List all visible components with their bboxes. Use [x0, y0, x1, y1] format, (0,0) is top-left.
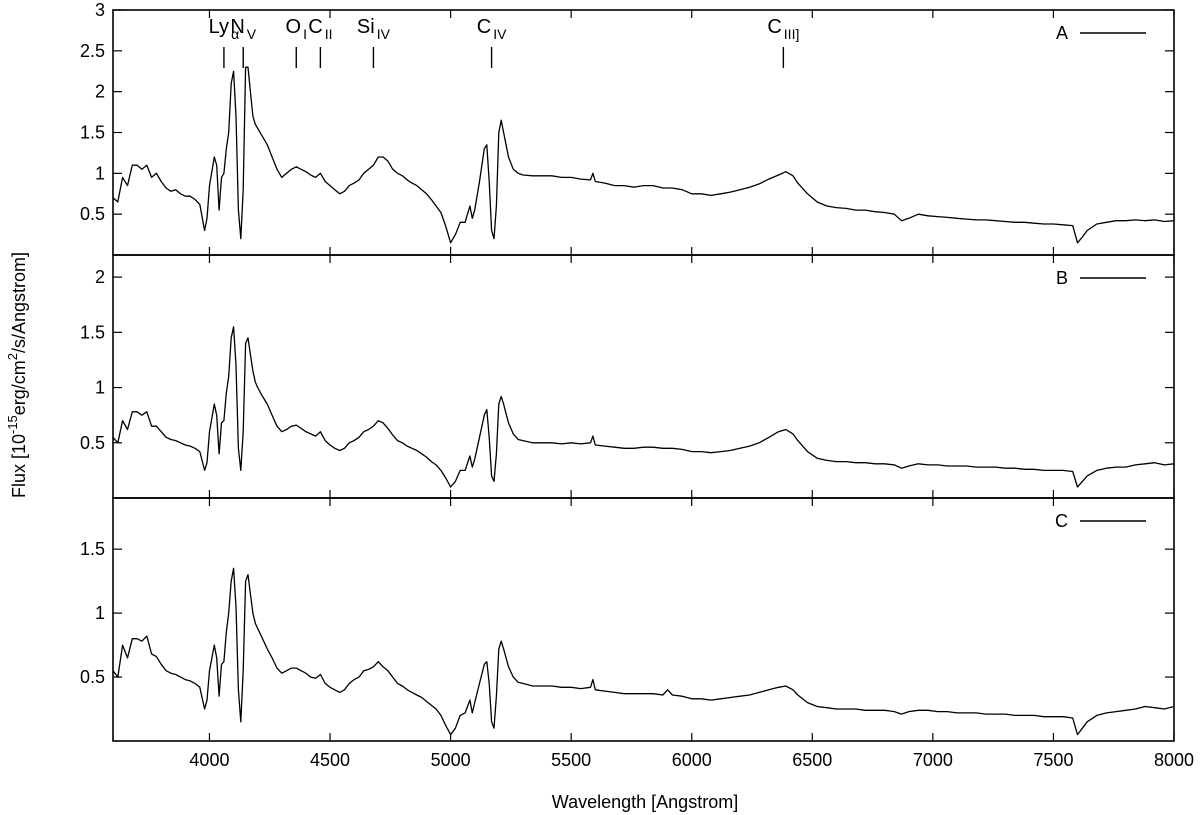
x-tick-label: 7500 — [1033, 750, 1073, 770]
spectrum-line-c — [112, 567, 1175, 736]
legend-b: B — [1056, 268, 1146, 288]
emission-line-element: C — [308, 16, 322, 38]
emission-line-element: O — [286, 16, 302, 38]
y-tick-label: 1 — [95, 378, 105, 398]
panel-b: 0.5 1 1.5 2 B — [80, 254, 1175, 499]
y-axis-title-middle: erg/cm — [9, 360, 29, 415]
emission-line-markers: Ly αN V O I C II Si IV C IV C III] — [209, 16, 799, 68]
emission-line-element: C — [477, 16, 491, 38]
emission-line-element: Si — [357, 16, 375, 38]
emission-line-ion: V — [247, 26, 257, 42]
emission-line-ion: II — [325, 26, 333, 42]
y-tick-label: 0.5 — [80, 204, 105, 224]
y-tick-label: 1.5 — [80, 322, 105, 342]
x-axis: 4000 4500 5000 5500 6000 6500 7000 7500 8000 — [189, 750, 1194, 770]
emission-line-marker: C II — [308, 16, 332, 68]
y-axis-title-suffix: /s/Angstrom] — [9, 252, 29, 353]
y-tick-label: 1 — [95, 603, 105, 623]
emission-line-element: N — [230, 16, 244, 38]
x-tick-label: 5000 — [431, 750, 471, 770]
legend-label: C — [1055, 511, 1068, 531]
y-tick-label: 1.5 — [80, 123, 105, 143]
y-axis-title-exponent-1: -15 — [5, 415, 20, 434]
x-tick-label: 4000 — [189, 750, 229, 770]
legend-c: C — [1055, 511, 1146, 531]
panel-frame — [112, 497, 1175, 742]
y-tick-label: 1 — [95, 163, 105, 183]
x-tick-label: 6000 — [672, 750, 712, 770]
spectrum-line-a — [112, 66, 1175, 244]
emission-line-marker: Ly α — [209, 16, 239, 68]
y-axis-title-exponent-2: 2 — [5, 353, 20, 360]
y-tick-label: 0.5 — [80, 667, 105, 687]
y-tick-label: 1.5 — [80, 539, 105, 559]
x-tick-label: 4500 — [310, 750, 350, 770]
legend-label: B — [1056, 268, 1068, 288]
legend-label: A — [1056, 23, 1068, 43]
x-axis-title: Wavelength [Angstrom] — [552, 792, 738, 812]
panel-c: 0.5 1 1.5 C — [80, 497, 1175, 742]
emission-line-marker: C IV — [477, 16, 507, 68]
emission-line-ion: IV — [493, 26, 507, 42]
x-tick-label: 8000 — [1154, 750, 1194, 770]
y-tick-label: 2.5 — [80, 41, 105, 61]
y-tick-label: 3 — [95, 0, 105, 20]
panel-frame — [112, 9, 1175, 256]
emission-line-label: Si IV — [357, 16, 391, 42]
y-tick-label: 2 — [95, 82, 105, 102]
panels-layer: 0.5 1 1.5 2 2.5 3 A 0.5 1 1.5 2 B 0.5 1 1.5 C — [80, 0, 1175, 742]
legend-a: A — [1056, 23, 1146, 43]
x-tick-label: 7000 — [913, 750, 953, 770]
y-tick-label: 0.5 — [80, 433, 105, 453]
emission-line-label: Ly α — [209, 16, 239, 42]
x-tick-label: 5500 — [551, 750, 591, 770]
emission-line-ion: IV — [377, 26, 391, 42]
emission-line-label: C II — [308, 16, 332, 42]
emission-line-ion: α — [231, 26, 239, 42]
spectrum-line-b — [112, 326, 1175, 488]
emission-line-ion: III] — [784, 26, 800, 42]
emission-line-ion: I — [303, 26, 307, 42]
emission-line-marker: C III] — [767, 16, 799, 68]
emission-line-label: C IV — [477, 16, 507, 42]
x-tick-label: 6500 — [792, 750, 832, 770]
emission-line-marker: Si IV — [357, 16, 391, 68]
y-axis-title-prefix: Flux [10 — [9, 434, 29, 498]
emission-line-element: C — [767, 16, 781, 38]
y-tick-label: 2 — [95, 267, 105, 287]
emission-line-element: Ly — [209, 16, 229, 38]
emission-line-label: C III] — [767, 16, 799, 42]
y-axis-title: Flux [10-15erg/cm2/s/Angstrom] — [5, 252, 29, 498]
panel-a: 0.5 1 1.5 2 2.5 3 A — [80, 0, 1175, 256]
panel-frame — [112, 254, 1175, 499]
